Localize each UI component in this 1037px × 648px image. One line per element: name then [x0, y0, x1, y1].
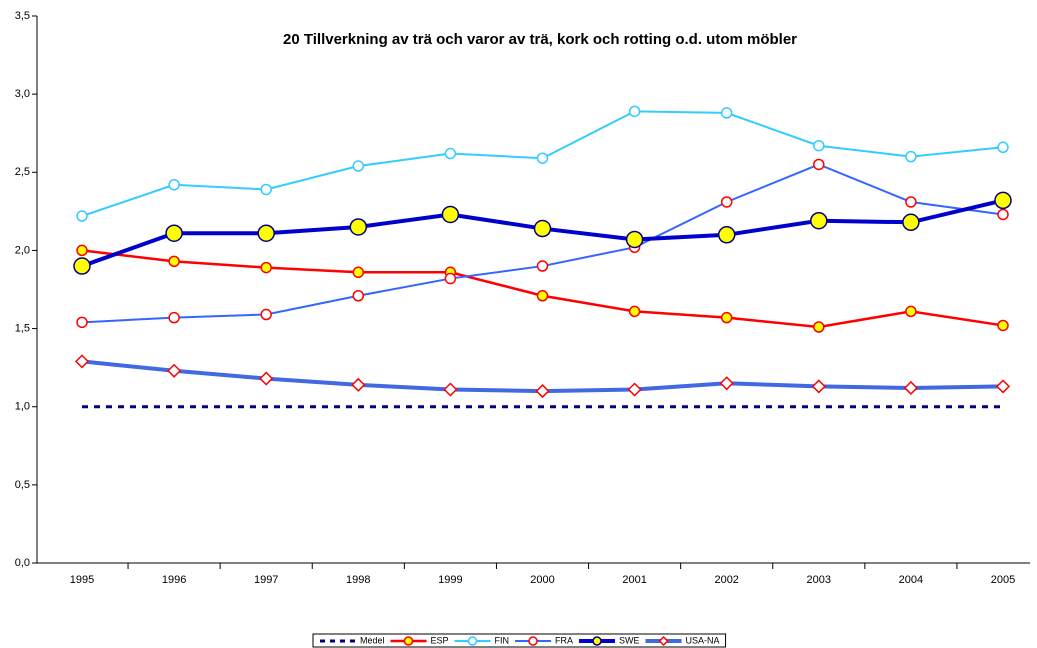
- marker: [528, 636, 538, 646]
- y-tick-label: 2,0: [15, 244, 30, 256]
- marker: [719, 376, 734, 391]
- marker: [443, 382, 458, 397]
- x-tick-label: 2002: [714, 574, 738, 586]
- marker: [628, 305, 641, 318]
- legend-label: USA-NA: [686, 635, 720, 645]
- marker: [535, 384, 550, 399]
- marker: [167, 363, 182, 378]
- x-tick-label: 1997: [254, 574, 278, 586]
- marker: [720, 196, 733, 208]
- y-tick-label: 0,5: [15, 479, 30, 491]
- marker: [536, 290, 549, 302]
- marker: [813, 321, 825, 333]
- marker: [810, 211, 828, 230]
- marker: [349, 218, 368, 236]
- marker: [352, 290, 365, 302]
- marker: [260, 261, 272, 274]
- y-tick-label: 0,0: [15, 557, 30, 569]
- marker: [536, 260, 549, 272]
- marker: [76, 244, 88, 257]
- x-tick-label: 2001: [622, 574, 646, 586]
- marker: [628, 105, 641, 118]
- marker: [902, 213, 920, 232]
- marker: [444, 272, 457, 285]
- marker: [813, 139, 825, 152]
- y-tick-label: 3,0: [15, 88, 30, 100]
- marker: [997, 319, 1009, 332]
- legend-label: Medel: [360, 635, 385, 645]
- marker: [995, 379, 1011, 394]
- marker: [997, 141, 1009, 154]
- marker: [168, 179, 180, 191]
- chart-title: 20 Tillverkning av trä och varor av trä,…: [283, 31, 797, 48]
- legend-label: FIN: [495, 635, 510, 645]
- marker: [905, 150, 917, 163]
- marker: [625, 230, 644, 249]
- y-tick-label: 1,5: [15, 322, 30, 334]
- marker: [168, 255, 180, 268]
- legend-label: ESP: [431, 635, 449, 645]
- legend-label: FRA: [555, 635, 573, 645]
- x-tick-label: 1995: [70, 574, 94, 586]
- marker: [403, 636, 414, 646]
- x-tick-label: 1999: [438, 574, 462, 586]
- marker: [903, 380, 918, 396]
- marker: [658, 635, 669, 647]
- marker: [76, 316, 88, 329]
- marker: [441, 205, 460, 224]
- marker: [811, 379, 826, 394]
- marker: [536, 152, 549, 164]
- y-tick-label: 1,0: [15, 401, 30, 413]
- marker: [813, 158, 825, 171]
- marker: [627, 382, 642, 397]
- x-tick-label: 2005: [991, 574, 1015, 586]
- x-tick-label: 2004: [899, 574, 923, 586]
- y-tick-label: 2,5: [15, 166, 30, 178]
- legend-label: SWE: [619, 635, 640, 645]
- x-tick-label: 1998: [346, 574, 370, 586]
- marker: [352, 266, 365, 279]
- marker: [592, 636, 602, 646]
- marker: [905, 305, 917, 318]
- marker: [74, 354, 90, 369]
- marker: [444, 147, 457, 160]
- marker: [717, 226, 736, 244]
- marker: [260, 183, 272, 196]
- marker: [720, 311, 733, 324]
- marker: [352, 160, 365, 172]
- marker: [259, 371, 274, 386]
- marker: [73, 257, 91, 275]
- legend: Medel ESP FIN FRA SWE USA-NA: [312, 633, 727, 648]
- marker: [720, 107, 733, 119]
- y-tick-label: 3,5: [15, 10, 30, 22]
- marker: [467, 636, 478, 646]
- marker: [905, 196, 917, 208]
- marker: [165, 224, 183, 242]
- marker: [168, 311, 180, 324]
- marker: [76, 210, 88, 222]
- marker: [533, 219, 552, 238]
- x-tick-label: 1996: [162, 574, 186, 586]
- marker: [994, 191, 1012, 210]
- x-tick-label: 2003: [807, 574, 831, 586]
- marker: [260, 308, 272, 321]
- x-tick-label: 2000: [530, 574, 554, 586]
- marker: [997, 208, 1009, 221]
- marker: [351, 377, 366, 392]
- marker: [257, 224, 275, 242]
